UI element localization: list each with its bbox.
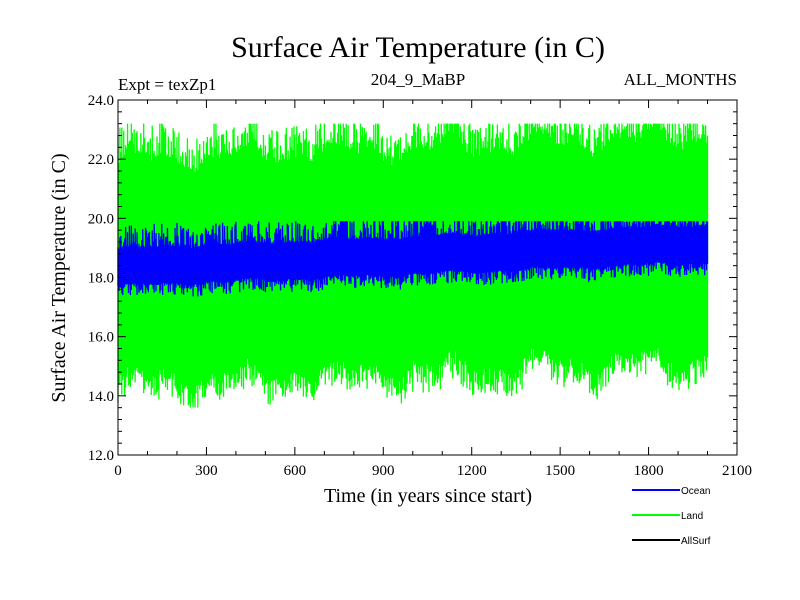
x-axis-label: Time (in years since start): [324, 485, 532, 507]
legend-label-land: Land: [681, 511, 703, 522]
y-tick-label: 20.0: [88, 211, 114, 227]
y-tick-label: 24.0: [88, 93, 114, 109]
legend-label-allsurf: AllSurf: [681, 536, 711, 547]
y-tick-label: 18.0: [88, 271, 114, 287]
x-tick-label: 1800: [634, 463, 664, 479]
x-tick-label: 1500: [545, 463, 575, 479]
subtitle-center: 204_9_MaBP: [371, 70, 465, 89]
y-axis-label: Surface Air Temperature (in C): [48, 153, 70, 402]
chart-title: Surface Air Temperature (in C): [231, 31, 605, 64]
subtitle-left: Expt = texZp1: [118, 75, 216, 94]
x-tick-label: 900: [372, 463, 395, 479]
series-ocean-line: [117, 221, 709, 297]
y-tick-label: 22.0: [88, 152, 114, 168]
legend-label-ocean: Ocean: [681, 486, 710, 497]
x-tick-label: 2100: [722, 463, 752, 479]
x-tick-label: 1200: [457, 463, 487, 479]
x-tick-label: 600: [284, 463, 307, 479]
subtitle-right: ALL_MONTHS: [624, 70, 737, 89]
x-tick-label: 0: [114, 463, 122, 479]
y-tick-label: 16.0: [88, 330, 114, 346]
legend: Ocean Land AllSurf: [632, 486, 711, 547]
y-tick-label: 14.0: [88, 389, 114, 405]
axis-ticks: 0 300 600 900 1200 1500 1800 2100 12.0 14.0 16.0 18…: [88, 93, 752, 479]
plot-area: [117, 123, 709, 408]
y-tick-label: 12.0: [88, 448, 114, 464]
x-tick-label: 300: [195, 463, 218, 479]
